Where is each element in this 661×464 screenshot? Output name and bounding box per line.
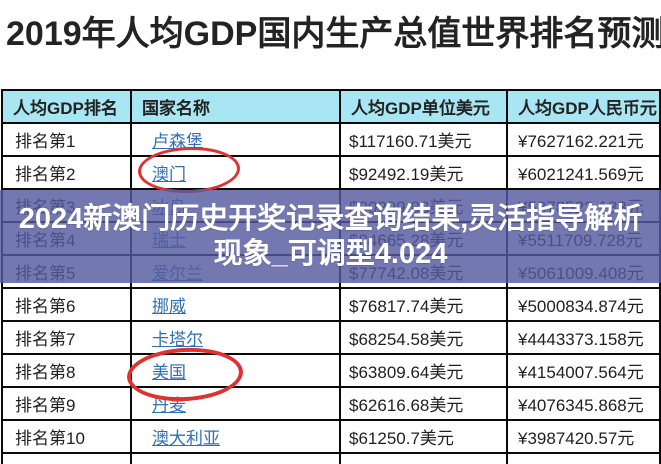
rmb-cell: ¥5000834.874元 — [506, 287, 661, 322]
page-title: 2019年人均GDP国内生产总值世界排名预测 — [6, 15, 661, 53]
table-row-partial — [1, 452, 661, 464]
table-row: 排名第2 澳门 $92492.19美元 ¥6021241.569元 — [1, 155, 661, 190]
usd-cell: $76817.74美元 — [339, 287, 508, 322]
usd-cell: $62616.68美元 — [339, 386, 508, 421]
table-row: 排名第10 澳大利亚 $61250.7美元 ¥3987420.57元 — [1, 419, 661, 454]
ad-overlay-line-2: 现象_可调型4.024 — [213, 237, 448, 270]
table-row: 排名第9 丹麦 $62616.68美元 ¥4076345.868元 — [1, 386, 661, 421]
header-cell-rank: 人均GDP排名 — [1, 89, 132, 124]
country-link[interactable]: 卡塔尔 — [152, 330, 203, 349]
rank-cell: 排名第1 — [1, 122, 132, 157]
table-row: 排名第8 美国 $63809.64美元 ¥4154007.564元 — [1, 353, 661, 388]
country-link[interactable]: 挪威 — [152, 297, 186, 316]
ad-overlay-banner[interactable]: 2024新澳门历史开奖记录查询结果,灵活指导解析 现象_可调型4.024 — [0, 190, 661, 283]
rmb-cell: ¥4076345.868元 — [506, 386, 661, 421]
country-link[interactable]: 澳大利亚 — [152, 429, 220, 448]
rmb-cell: ¥3987420.57元 — [506, 419, 661, 454]
country-link[interactable]: 丹麦 — [152, 396, 186, 415]
usd-cell: $63809.64美元 — [339, 353, 508, 388]
header-cell-country: 国家名称 — [130, 89, 341, 124]
rank-cell — [1, 452, 132, 464]
country-cell — [130, 452, 341, 464]
rmb-cell: ¥4443373.158元 — [506, 320, 661, 355]
rank-cell: 排名第8 — [1, 353, 132, 388]
usd-cell — [339, 452, 508, 464]
table-row: 排名第7 卡塔尔 $68254.58美元 ¥4443373.158元 — [1, 320, 661, 355]
rmb-cell — [506, 452, 661, 464]
rank-cell: 排名第9 — [1, 386, 132, 421]
table-row: 排名第6 挪威 $76817.74美元 ¥5000834.874元 — [1, 287, 661, 322]
usd-cell: $92492.19美元 — [339, 155, 508, 190]
country-link[interactable]: 美国 — [152, 363, 186, 382]
usd-cell: $68254.58美元 — [339, 320, 508, 355]
rank-cell: 排名第10 — [1, 419, 132, 454]
rank-cell: 排名第6 — [1, 287, 132, 322]
header-cell-rmb: 人均GDP人民币元 — [506, 89, 661, 124]
rank-cell: 排名第7 — [1, 320, 132, 355]
table-row: 排名第1 卢森堡 $117160.71美元 ¥7627162.221元 — [1, 122, 661, 157]
rank-cell: 排名第2 — [1, 155, 132, 190]
header-cell-usd: 人均GDP单位美元 — [339, 89, 508, 124]
rmb-cell: ¥7627162.221元 — [506, 122, 661, 157]
rmb-cell: ¥4154007.564元 — [506, 353, 661, 388]
rmb-cell: ¥6021241.569元 — [506, 155, 661, 190]
country-link[interactable]: 澳门 — [152, 165, 186, 184]
country-link[interactable]: 卢森堡 — [152, 132, 203, 151]
usd-cell: $61250.7美元 — [339, 419, 508, 454]
usd-cell: $117160.71美元 — [339, 122, 508, 157]
ad-overlay-line-1: 2024新澳门历史开奖记录查询结果,灵活指导解析 — [18, 202, 643, 235]
header-row: 人均GDP排名 国家名称 人均GDP单位美元 人均GDP人民币元 — [1, 89, 661, 124]
